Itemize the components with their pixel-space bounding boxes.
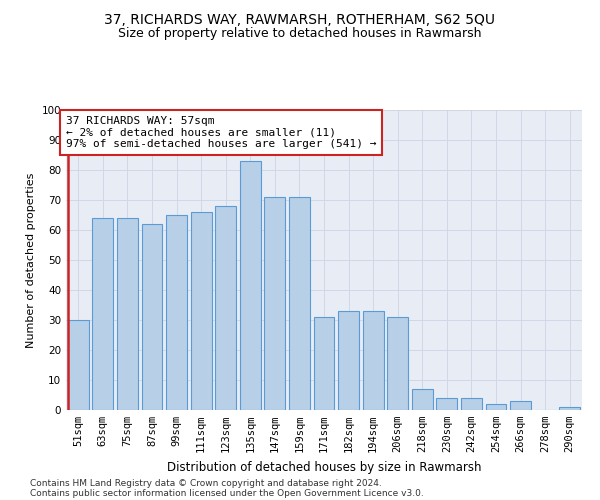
Text: Size of property relative to detached houses in Rawmarsh: Size of property relative to detached ho… xyxy=(118,28,482,40)
Bar xyxy=(191,212,212,410)
Bar xyxy=(265,197,286,410)
Bar xyxy=(92,218,113,410)
Text: Contains public sector information licensed under the Open Government Licence v3: Contains public sector information licen… xyxy=(30,488,424,498)
Bar xyxy=(412,389,433,410)
Text: Contains HM Land Registry data © Crown copyright and database right 2024.: Contains HM Land Registry data © Crown c… xyxy=(30,478,382,488)
Bar xyxy=(314,317,334,410)
Bar xyxy=(559,407,580,410)
X-axis label: Distribution of detached houses by size in Rawmarsh: Distribution of detached houses by size … xyxy=(167,460,481,473)
Bar xyxy=(510,401,531,410)
Bar xyxy=(215,206,236,410)
Text: 37, RICHARDS WAY, RAWMARSH, ROTHERHAM, S62 5QU: 37, RICHARDS WAY, RAWMARSH, ROTHERHAM, S… xyxy=(104,12,496,26)
Y-axis label: Number of detached properties: Number of detached properties xyxy=(26,172,36,348)
Bar xyxy=(142,224,163,410)
Bar xyxy=(461,398,482,410)
Bar xyxy=(117,218,138,410)
Bar xyxy=(68,320,89,410)
Bar xyxy=(166,215,187,410)
Text: 37 RICHARDS WAY: 57sqm
← 2% of detached houses are smaller (11)
97% of semi-deta: 37 RICHARDS WAY: 57sqm ← 2% of detached … xyxy=(66,116,377,149)
Bar xyxy=(387,317,408,410)
Bar xyxy=(436,398,457,410)
Bar xyxy=(289,197,310,410)
Bar xyxy=(485,404,506,410)
Bar xyxy=(240,161,261,410)
Bar xyxy=(362,311,383,410)
Bar xyxy=(338,311,359,410)
